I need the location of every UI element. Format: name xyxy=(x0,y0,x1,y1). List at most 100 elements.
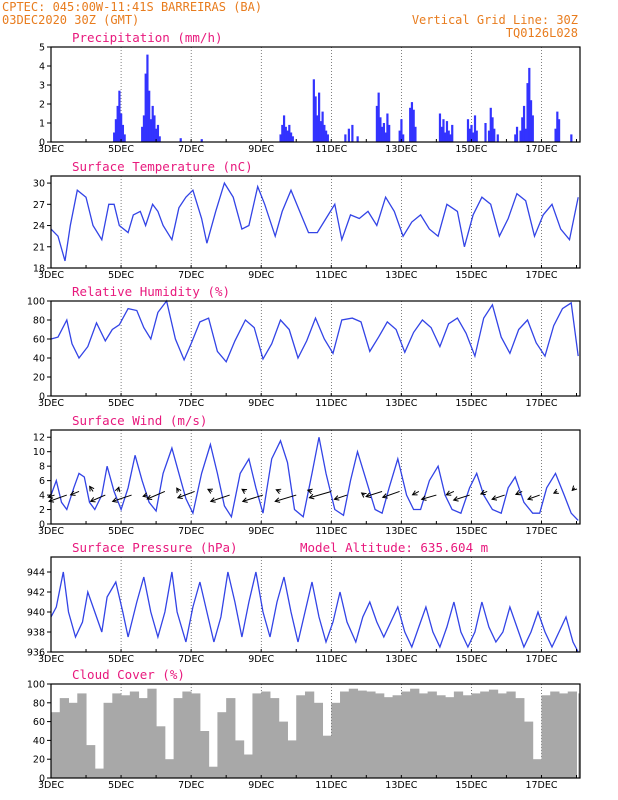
precip-bar xyxy=(519,130,522,142)
y-tick-label: 944 xyxy=(27,568,45,579)
cloud-bar xyxy=(366,691,376,778)
x-tick-label: 9DEC xyxy=(248,780,274,791)
wind-arrow xyxy=(515,491,523,495)
x-tick-label: 9DEC xyxy=(248,526,274,537)
cloud-bar xyxy=(445,697,455,778)
precip-bar xyxy=(123,134,126,142)
run-datetime: 03DEC2020 30Z (GMT) xyxy=(2,13,139,27)
wind-arrow xyxy=(480,490,488,495)
y-tick-label: 80 xyxy=(33,316,45,327)
wind-arrow xyxy=(421,494,437,500)
cloud-bar xyxy=(410,688,420,778)
precip-bar xyxy=(514,134,517,142)
precip-bar xyxy=(281,124,284,142)
precip-bar xyxy=(557,119,561,142)
y-tick-label: 60 xyxy=(33,717,45,728)
x-tick-label: 15DEC xyxy=(455,654,487,665)
cloud-bar xyxy=(296,695,306,778)
x-tick-label: 11DEC xyxy=(315,654,347,665)
x-tick-label: 7DEC xyxy=(178,398,204,409)
cloud-bar xyxy=(357,690,367,778)
x-tick-label: 5DEC xyxy=(108,398,134,409)
precip-bar xyxy=(440,126,443,142)
precip-bar xyxy=(524,128,527,142)
x-tick-label: 13DEC xyxy=(385,270,417,281)
precip-bar xyxy=(151,105,154,142)
precip-bar xyxy=(442,119,445,142)
y-tick-label: 21 xyxy=(33,242,45,253)
precip-bar xyxy=(316,115,319,142)
x-tick-label: 7DEC xyxy=(178,780,204,791)
cloud-bar xyxy=(383,697,394,778)
y-tick-label: 20 xyxy=(33,755,45,766)
wind-arrowhead xyxy=(411,490,418,496)
cloud-bar xyxy=(471,693,481,778)
precip-bar xyxy=(554,128,557,142)
precip-bar xyxy=(531,115,534,142)
precip-bar xyxy=(326,134,329,142)
wind-arrowhead xyxy=(420,495,427,501)
precip-bar xyxy=(386,113,389,142)
model-code: TQ0126L028 xyxy=(506,26,578,40)
cloud-bar xyxy=(103,702,113,778)
precip-bar xyxy=(156,124,160,142)
wind-arrow xyxy=(382,490,400,498)
cloud-bar xyxy=(331,702,341,778)
precip-bar xyxy=(491,117,494,142)
y-tick-label: 940 xyxy=(27,608,45,619)
precip-bar xyxy=(153,115,156,142)
wind-arrowhead xyxy=(176,493,183,499)
cloud-bar xyxy=(59,698,70,778)
x-tick-label: 17DEC xyxy=(525,526,557,537)
wind-arrowhead xyxy=(445,490,452,496)
cloud-bar xyxy=(269,698,280,778)
cloud-bar xyxy=(515,698,525,778)
wind-arrow xyxy=(365,490,383,497)
x-tick-label: 13DEC xyxy=(385,780,417,791)
cloud-bar xyxy=(523,721,534,778)
cloud-bar xyxy=(226,698,236,778)
x-tick-label: 11DEC xyxy=(315,398,347,409)
precip-bar xyxy=(470,124,473,142)
x-tick-label: 3DEC xyxy=(38,144,64,155)
cloud-bar xyxy=(77,693,87,778)
x-tick-label: 5DEC xyxy=(108,780,134,791)
panel-wind: Surface Wind (m/s) 0 2 4 6 8 10 12 3DEC 5DEC 7DEC 9… xyxy=(33,413,581,537)
precip-bar xyxy=(570,134,573,142)
x-tick-label: 13DEC xyxy=(385,144,417,155)
y-tick-label: 10 xyxy=(33,447,45,458)
temperature-frame xyxy=(50,175,581,269)
cloud-bar xyxy=(234,740,245,778)
y-tick-label: 5 xyxy=(39,43,45,54)
wind-arrow xyxy=(147,491,166,500)
y-tick-label: 20 xyxy=(33,373,45,384)
precip-bar xyxy=(318,92,321,142)
precip-bar xyxy=(113,132,116,142)
cloud-cover-frame xyxy=(50,683,581,779)
precip-bar xyxy=(466,119,470,142)
precip-bar xyxy=(475,130,478,142)
cloud-bar xyxy=(156,726,166,778)
precip-bar xyxy=(529,100,533,142)
x-tick-label: 7DEC xyxy=(178,654,204,665)
precip-bar xyxy=(146,54,149,142)
cloud-bar xyxy=(121,695,131,778)
wind-arrowhead xyxy=(111,497,118,503)
cloud-bar xyxy=(191,693,201,778)
wind-line xyxy=(50,437,579,521)
wind-arrow xyxy=(412,491,420,496)
precip-bar xyxy=(412,109,415,142)
precip-bar xyxy=(496,134,499,142)
precip-bar xyxy=(148,90,151,142)
wind-arrow xyxy=(275,494,297,502)
x-tick-label: 3DEC xyxy=(38,654,64,665)
precip-bar xyxy=(521,117,524,142)
y-tick-label: 1 xyxy=(39,119,45,130)
wind-arrow xyxy=(70,490,80,496)
grid-line-note: Vertical Grid Line: 30Z xyxy=(412,13,578,27)
x-tick-label: 17DEC xyxy=(525,398,557,409)
wind-arrowhead xyxy=(209,497,216,503)
precipitation-title: Precipitation (mm/h) xyxy=(72,30,223,45)
wind-title: Surface Wind (m/s) xyxy=(72,413,207,428)
